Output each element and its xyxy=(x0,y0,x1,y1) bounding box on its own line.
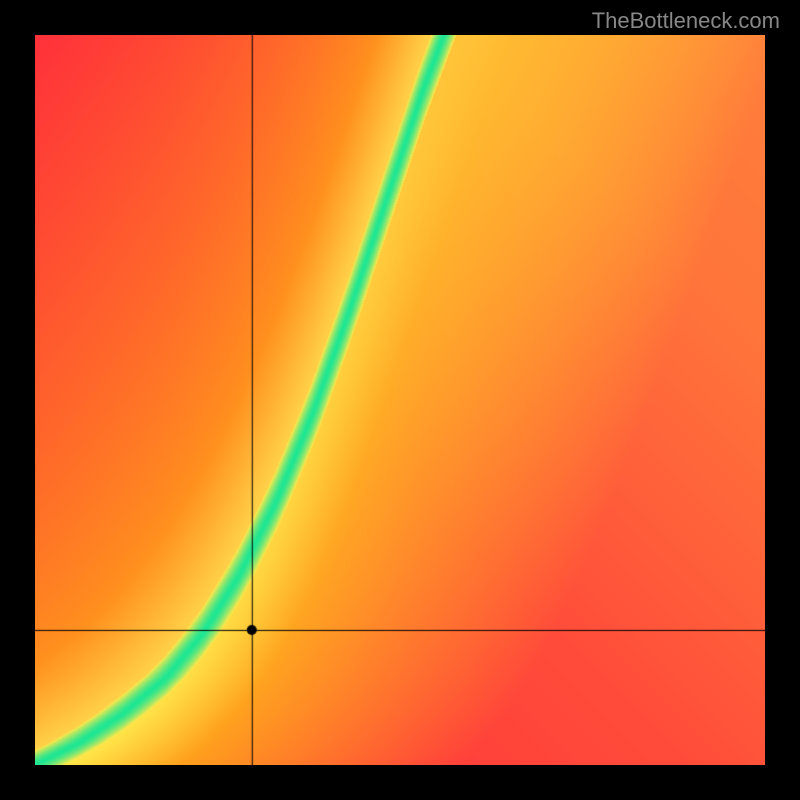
heatmap-canvas xyxy=(35,35,765,765)
bottleneck-heatmap xyxy=(35,35,765,765)
watermark-text: TheBottleneck.com xyxy=(592,8,780,34)
